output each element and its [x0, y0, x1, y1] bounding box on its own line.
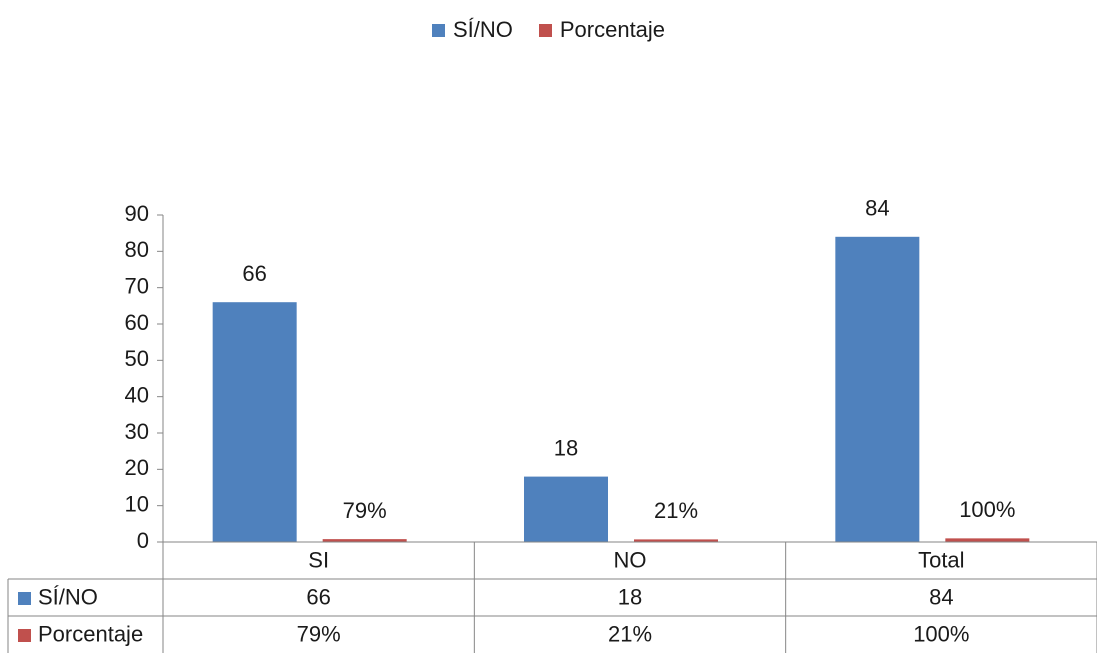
x-tick-label-no: NO [614, 547, 647, 572]
bar-porcentaje-no [634, 539, 718, 542]
y-tick-label: 70 [125, 273, 149, 298]
table-legend-key-porcentaje [18, 629, 31, 642]
y-tick-label: 50 [125, 346, 149, 371]
legend-item-porcentaje: Porcentaje [538, 17, 666, 43]
table-cell-sino-si: 66 [306, 584, 330, 609]
data-label-sino-no: 18 [554, 435, 578, 460]
table-cell-sino-total: 84 [929, 584, 953, 609]
data-label-porcentaje-no: 21% [654, 498, 698, 523]
legend-swatch-porcentaje [538, 23, 552, 37]
y-tick-label: 90 [125, 201, 149, 226]
y-tick-label: 0 [137, 528, 149, 553]
x-tick-label-si: SI [308, 547, 329, 572]
table-cell-sino-no: 18 [618, 584, 642, 609]
y-tick-label: 20 [125, 455, 149, 480]
table-row-label-sino: SÍ/NO [38, 584, 98, 609]
table-cell-porcentaje-no: 21% [608, 621, 652, 646]
y-tick-label: 60 [125, 310, 149, 335]
data-label-sino-total: 84 [865, 196, 889, 221]
bar-sino-no [524, 476, 608, 542]
table-cell-porcentaje-total: 100% [913, 621, 969, 646]
legend: SÍ/NO Porcentaje [0, 16, 1097, 44]
bar-porcentaje-total [945, 538, 1030, 542]
legend-label-sino: SÍ/NO [452, 17, 513, 42]
bar-porcentaje-si [322, 539, 407, 542]
bar-sino-total [835, 236, 920, 543]
legend-swatch-sino [431, 23, 445, 37]
x-tick-label-total: Total [918, 547, 964, 572]
y-tick-label: 10 [125, 491, 149, 516]
table-cell-porcentaje-si: 79% [297, 621, 341, 646]
bar-sino-si [212, 302, 297, 542]
y-tick-label: 80 [125, 237, 149, 262]
y-tick-label: 40 [125, 382, 149, 407]
legend-label-porcentaje: Porcentaje [559, 17, 666, 42]
table-legend-key-sino [18, 592, 31, 605]
legend-item-sino: SÍ/NO [431, 17, 513, 43]
data-label-sino-si: 66 [242, 261, 266, 286]
data-label-porcentaje-total: 100% [959, 497, 1015, 522]
table-row-label-porcentaje: Porcentaje [38, 621, 143, 646]
data-label-porcentaje-si: 79% [343, 498, 387, 523]
y-tick-label: 30 [125, 419, 149, 444]
